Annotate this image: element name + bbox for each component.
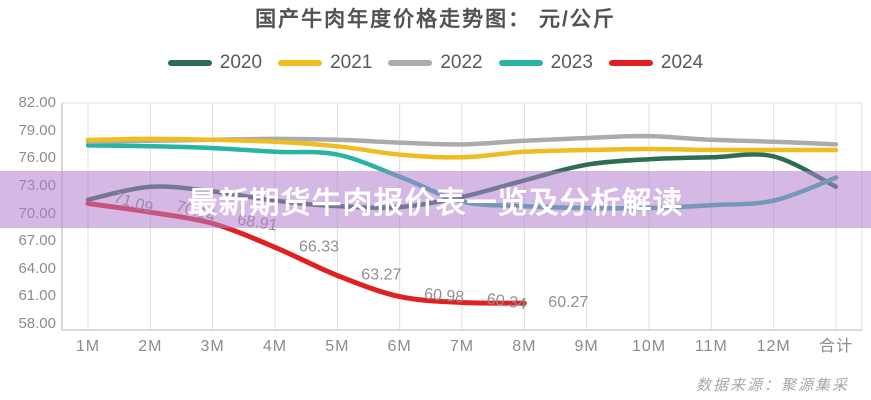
series-line-2021 (85, 136, 839, 160)
legend-label: 2021 (330, 52, 373, 73)
legend-label: 2023 (550, 52, 593, 73)
x-axis-tick: 2M (138, 338, 163, 355)
watermark-banner: 最新期货牛肉报价表一览及分析解读 (0, 171, 871, 228)
legend-item-2023: 2023 (498, 52, 593, 74)
chart-title: 国产牛肉年度价格走势图： 元/公斤 (255, 8, 616, 31)
x-axis-tick: 6M (387, 338, 412, 355)
x-axis-tick: 4M (262, 338, 288, 355)
legend-label: 2020 (219, 52, 263, 73)
y-axis-tick: 64.00 (18, 259, 56, 277)
y-axis-tick: 79.00 (18, 121, 56, 139)
data-label: 63.27 (361, 266, 401, 283)
data-label: 60.34 (486, 291, 528, 313)
y-axis-tick: 76.00 (18, 149, 56, 167)
legend-item-2022: 2022 (388, 52, 483, 74)
legend-label: 2022 (440, 52, 483, 73)
y-axis-tick: 61.00 (18, 287, 56, 305)
data-label: 60.27 (548, 294, 588, 311)
x-axis-tick: 合计 (818, 338, 853, 355)
y-axis-tick: 82.00 (18, 94, 56, 111)
legend-swatch-2021 (278, 60, 323, 66)
data-source-note: 数据来源：聚源集采 (695, 378, 849, 394)
legend-item-2024: 2024 (608, 52, 704, 74)
legend-swatch-2023 (498, 60, 543, 66)
legend-item-2020: 2020 (167, 52, 263, 74)
x-axis-tick: 8M (512, 338, 537, 355)
x-axis-tick: 12M (756, 338, 791, 355)
legend-swatch-2020 (167, 60, 212, 66)
x-axis-tick: 11M (694, 338, 728, 355)
x-axis-tick: 3M (200, 338, 225, 355)
legend: 2020 2021 2022 2023 2024 (0, 50, 871, 76)
x-axis-tick: 10M (631, 338, 667, 355)
legend-swatch-2022 (388, 60, 433, 66)
legend-item-2021: 2021 (278, 52, 372, 74)
x-axis-tick: 1M (75, 338, 101, 355)
y-axis-tick: 58.00 (18, 315, 56, 332)
legend-swatch-2024 (608, 60, 653, 66)
legend-label: 2024 (660, 52, 704, 73)
x-axis-tick: 5M (325, 338, 350, 355)
data-label: 66.33 (299, 238, 339, 255)
data-label: 60.98 (423, 286, 464, 306)
y-axis-tick: 67.00 (18, 232, 56, 250)
watermark-text: 最新期货牛肉报价表一览及分析解读 (187, 186, 684, 220)
x-axis-tick: 7M (449, 338, 475, 355)
x-axis-tick: 9M (574, 338, 599, 355)
